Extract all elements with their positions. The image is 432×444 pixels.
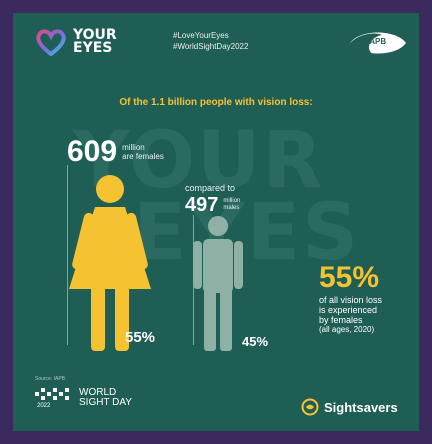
iapb-label: IAPB bbox=[367, 37, 387, 46]
summary-percent: 55% bbox=[319, 261, 380, 294]
summary-stat: 55% of all vision loss is experienced by… bbox=[319, 263, 419, 335]
male-percent: 45% bbox=[242, 334, 269, 349]
hashtag-love-your-eyes: #LoveYourEyes bbox=[173, 31, 229, 40]
headline: Of the 1.1 billion people with vision lo… bbox=[119, 97, 313, 108]
female-label: are females bbox=[122, 152, 164, 161]
female-guide-line bbox=[67, 165, 68, 345]
wsd-line1: WORLD bbox=[79, 387, 117, 398]
female-unit: million bbox=[122, 143, 145, 152]
sightsavers-icon bbox=[301, 398, 319, 416]
summary-note: (all ages, 2020) bbox=[319, 325, 375, 334]
sightsavers-logo: Sightsavers bbox=[301, 398, 398, 416]
man-icon bbox=[193, 216, 243, 351]
male-unit: million bbox=[223, 198, 241, 204]
wsd-year: 2022 bbox=[37, 403, 51, 408]
wsd-line2: SIGHT DAY bbox=[79, 397, 132, 408]
summary-line1: of all vision loss bbox=[319, 295, 383, 305]
female-stat: 609 million are females bbox=[67, 137, 164, 167]
infographic-card: YOUR EYES YOUR EYES #LoveYourEyes #World… bbox=[13, 13, 419, 431]
hashtag-world-sight-day: #WorldSightDay2022 bbox=[173, 42, 249, 51]
male-label: males bbox=[223, 205, 240, 211]
watermark-line2: EYES bbox=[133, 188, 361, 278]
logo-line2: EYES bbox=[73, 40, 113, 56]
world-sight-day-logo: 2022 WORLD SIGHT DAY bbox=[35, 388, 132, 408]
compared-label: compared to bbox=[185, 183, 236, 193]
heart-logo-icon bbox=[36, 29, 66, 56]
male-stat: 497 million males bbox=[185, 195, 240, 215]
summary-line2: is experienced bbox=[319, 305, 378, 315]
female-number: 609 bbox=[67, 135, 118, 168]
female-percent: 55% bbox=[125, 329, 156, 346]
sightsavers-label: Sightsavers bbox=[324, 399, 398, 415]
iapb-eye-icon bbox=[350, 32, 406, 55]
male-number: 497 bbox=[185, 194, 219, 216]
summary-line3: by females bbox=[319, 315, 363, 325]
source-note: Source: IAPB bbox=[35, 376, 66, 382]
your-eyes-logo: YOUR EYES bbox=[35, 28, 117, 56]
hashtags: #LoveYourEyes #WorldSightDay2022 bbox=[173, 30, 248, 52]
woman-icon bbox=[69, 175, 151, 351]
world-sight-day-mark: 2022 bbox=[35, 388, 69, 408]
logo-line1: YOUR bbox=[73, 27, 117, 43]
